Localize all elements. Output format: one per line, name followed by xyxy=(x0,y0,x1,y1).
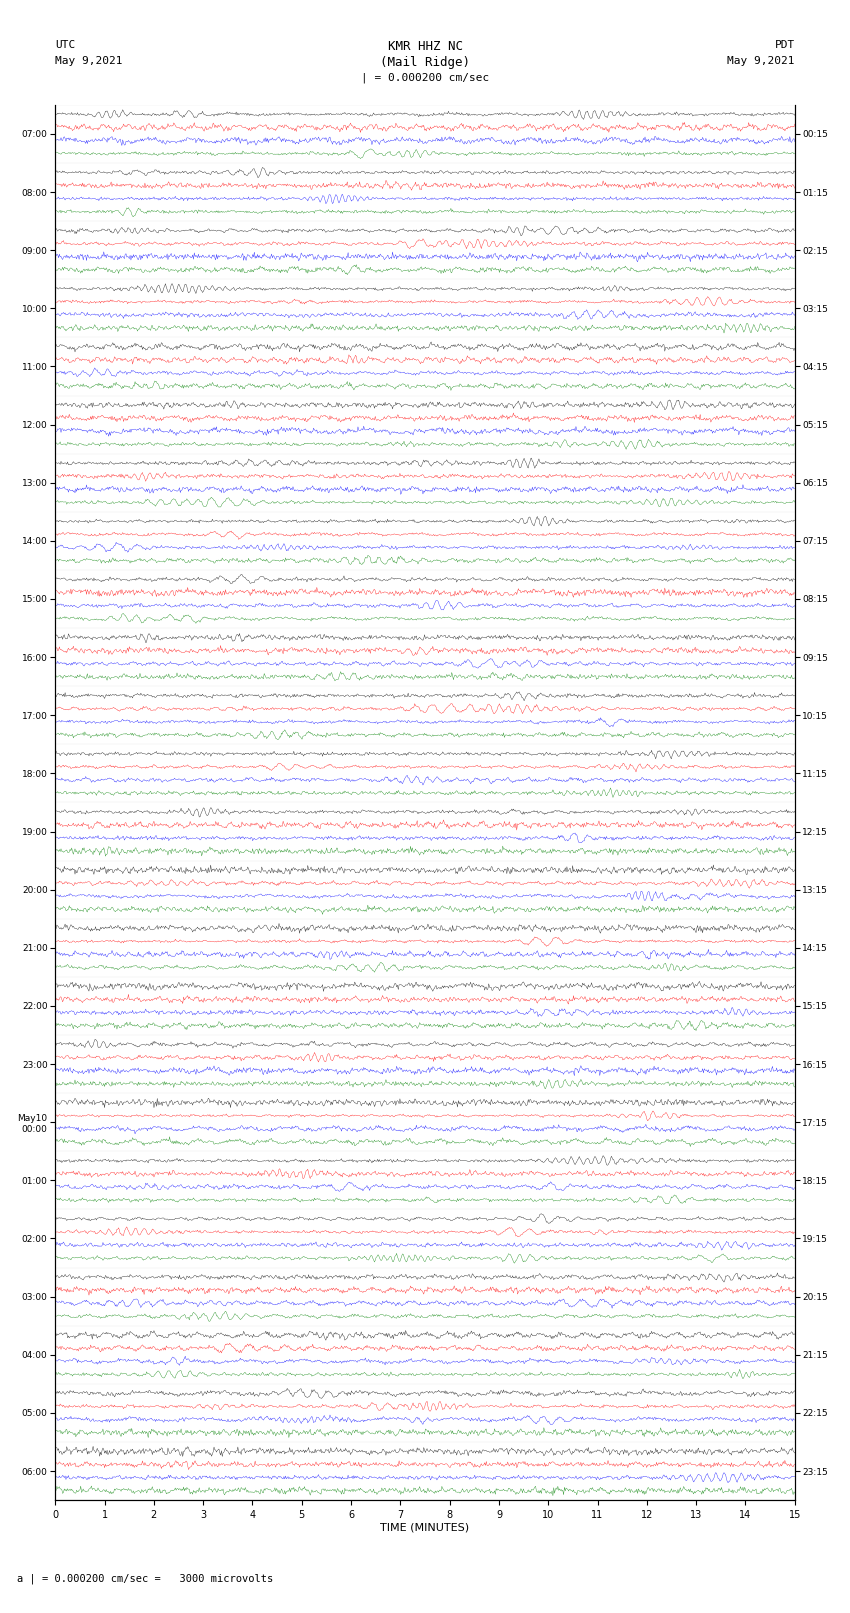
Text: KMR HHZ NC: KMR HHZ NC xyxy=(388,40,462,53)
Text: | = 0.000200 cm/sec: | = 0.000200 cm/sec xyxy=(361,73,489,84)
Text: a | = 0.000200 cm/sec =   3000 microvolts: a | = 0.000200 cm/sec = 3000 microvolts xyxy=(17,1573,273,1584)
Text: May 9,2021: May 9,2021 xyxy=(55,56,122,66)
Text: PDT: PDT xyxy=(774,40,795,50)
X-axis label: TIME (MINUTES): TIME (MINUTES) xyxy=(381,1523,469,1532)
Text: (Mail Ridge): (Mail Ridge) xyxy=(380,56,470,69)
Text: UTC: UTC xyxy=(55,40,76,50)
Text: May 9,2021: May 9,2021 xyxy=(728,56,795,66)
